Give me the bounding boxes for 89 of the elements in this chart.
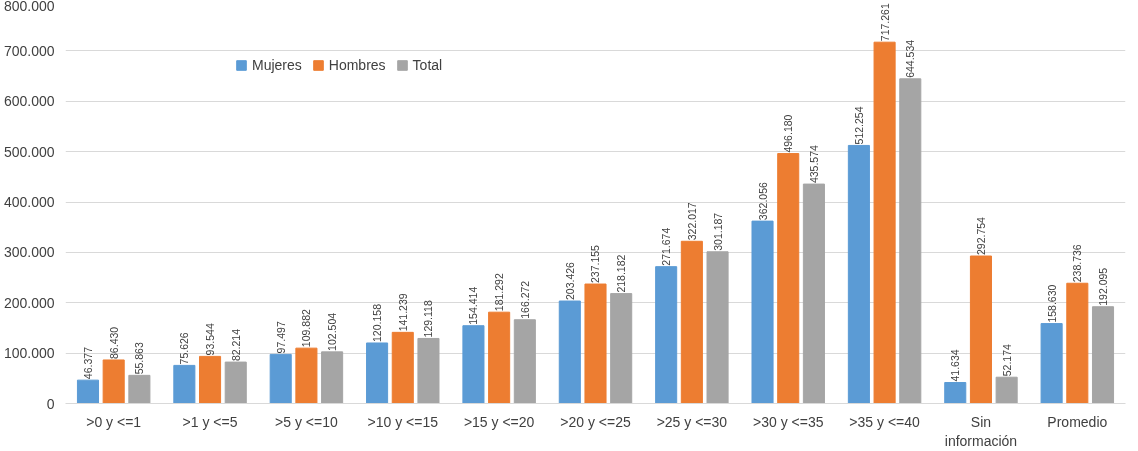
data-label: 717.261 (878, 3, 891, 42)
data-label: 86.430 (107, 326, 120, 359)
y-tick-label: 200.000 (3, 294, 55, 311)
data-label: 362.056 (756, 182, 769, 221)
legend-label: Total (412, 57, 443, 73)
data-label: 154.414 (467, 286, 480, 325)
bar (366, 342, 389, 404)
bar (1091, 306, 1115, 404)
x-tick-label: >30 y <=35 (753, 413, 824, 430)
data-label: 292.754 (974, 216, 987, 256)
data-label: 271.674 (660, 227, 673, 266)
bar (558, 300, 581, 404)
x-tick-label: >15 y <=20 (463, 413, 535, 430)
data-label: 82.214 (229, 328, 242, 362)
bar (680, 240, 703, 404)
bar (462, 325, 485, 404)
y-tick-label: 500.000 (3, 143, 55, 160)
bar (610, 293, 633, 404)
x-tick-label: >1 y <=5 (182, 413, 238, 430)
bar (391, 331, 414, 404)
data-label: 129.118 (422, 300, 435, 338)
y-tick-label: 700.000 (3, 42, 55, 59)
x-tick-label: >25 y <=30 (656, 413, 728, 430)
data-label: 496.180 (782, 114, 795, 153)
data-label: 238.736 (1071, 244, 1084, 283)
data-label: 41.634 (949, 349, 962, 382)
bar (802, 183, 825, 404)
data-label: 512.254 (852, 106, 865, 145)
bar (76, 379, 100, 404)
data-label: 141.239 (396, 293, 409, 332)
data-label: 192.095 (1097, 267, 1110, 306)
bar (321, 351, 344, 404)
y-tick-label: 800.000 (3, 0, 55, 14)
data-label: 52.174 (1000, 343, 1013, 377)
data-label: 46.377 (81, 346, 94, 380)
data-label: 435.574 (807, 144, 820, 184)
x-tick-label: >0 y <=1 (86, 413, 142, 430)
data-label: 120.158 (371, 303, 384, 342)
data-label: 109.882 (300, 309, 313, 348)
bar (995, 376, 1018, 404)
data-label: 55.863 (133, 342, 146, 375)
data-label: 102.504 (326, 312, 339, 351)
y-tick-label: 100.000 (3, 345, 55, 362)
data-label: 166.272 (518, 280, 531, 319)
data-label: 203.426 (563, 261, 576, 301)
bar (1040, 323, 1063, 404)
x-tick-label: >35 y <=40 (849, 413, 921, 430)
bar (1066, 282, 1089, 404)
x-tick-label: >10 y <=15 (367, 413, 439, 430)
bar (969, 255, 992, 404)
x-tick-label: Promedio (1047, 413, 1108, 430)
bar (102, 359, 125, 404)
data-label: 237.155 (589, 244, 602, 284)
bar (873, 41, 896, 404)
bar (584, 283, 607, 404)
bar (706, 251, 729, 404)
bar (777, 153, 800, 404)
bar (295, 347, 318, 404)
bar (269, 353, 292, 404)
data-label: 97.497 (274, 321, 287, 354)
bar (899, 78, 922, 404)
bar (128, 374, 151, 404)
data-label: 322.017 (685, 202, 698, 241)
bar (224, 361, 247, 404)
data-label: 301.187 (711, 212, 724, 251)
bar (488, 311, 511, 404)
legend-label: Mujeres (252, 57, 302, 73)
bar (655, 266, 678, 404)
data-label: 93.544 (204, 323, 217, 356)
x-tick-label: Sin información (944, 413, 1018, 449)
bar (417, 337, 440, 404)
y-tick-label: 300.000 (3, 244, 55, 261)
bar (944, 382, 967, 404)
bar (847, 144, 870, 404)
y-tick-label: 400.000 (3, 194, 55, 210)
data-label: 181.292 (493, 273, 506, 312)
bar (751, 220, 774, 404)
data-label: 218.182 (615, 254, 628, 293)
y-tick-label: 600.000 (3, 93, 55, 110)
x-tick-label: >5 y <=10 (275, 413, 338, 430)
data-label: 644.534 (904, 39, 917, 78)
x-tick-label: >20 y <=25 (560, 413, 631, 430)
bar (513, 319, 536, 404)
data-label: 158.630 (1045, 284, 1058, 323)
legend-label: Hombres (328, 57, 386, 73)
bar (173, 364, 196, 404)
y-tick-label: 0 (46, 395, 55, 412)
bar (199, 355, 222, 404)
data-label: 75.626 (178, 332, 191, 365)
